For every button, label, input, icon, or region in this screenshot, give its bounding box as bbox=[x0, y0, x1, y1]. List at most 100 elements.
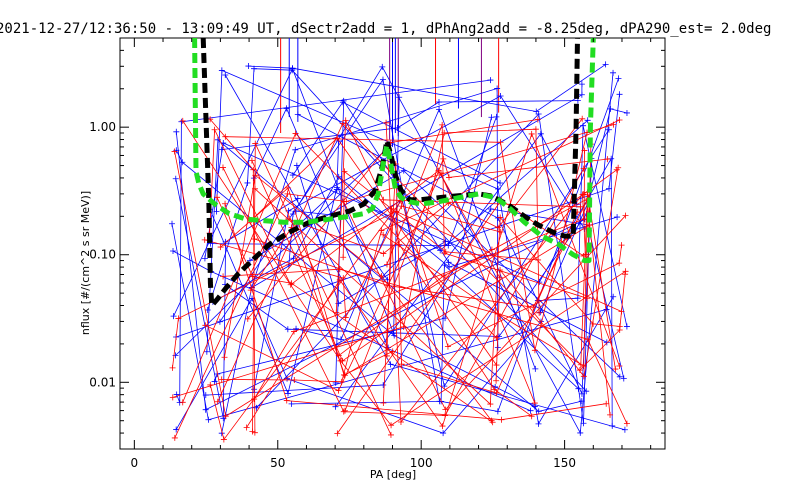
blue-trace-marker bbox=[442, 238, 449, 245]
blue-trace-marker bbox=[614, 214, 621, 221]
red-trace-marker bbox=[493, 334, 500, 341]
blue-trace-marker bbox=[251, 65, 258, 72]
red-trace-marker bbox=[493, 377, 500, 384]
blue-trace-marker bbox=[211, 378, 218, 385]
red-trace-marker bbox=[211, 126, 218, 133]
blue-trace-marker bbox=[532, 365, 539, 372]
red-trace-marker bbox=[244, 315, 251, 322]
blue-trace-marker bbox=[578, 390, 585, 397]
red-trace bbox=[172, 210, 622, 368]
blue-trace-marker bbox=[435, 99, 442, 106]
blue-trace-marker bbox=[527, 407, 534, 414]
red-trace-marker bbox=[179, 117, 186, 124]
red-trace-marker bbox=[493, 362, 500, 369]
red-trace bbox=[395, 182, 622, 348]
red-data-traces bbox=[169, 115, 630, 443]
blue-trace bbox=[175, 129, 610, 388]
red-trace-marker bbox=[218, 376, 225, 383]
red-trace-marker bbox=[495, 224, 502, 231]
red-trace-marker bbox=[491, 386, 498, 393]
red-trace-marker bbox=[222, 133, 229, 140]
blue-trace-marker bbox=[246, 257, 253, 264]
red-trace-marker bbox=[387, 431, 394, 438]
red-trace-marker bbox=[291, 376, 298, 383]
blue-trace bbox=[206, 138, 582, 412]
blue-trace-marker bbox=[497, 93, 504, 100]
blue-trace-marker bbox=[436, 106, 443, 113]
black-fit-curve bbox=[200, 38, 580, 308]
blue-trace-marker bbox=[574, 295, 581, 302]
red-trace-marker bbox=[396, 241, 403, 248]
red-trace-marker bbox=[528, 413, 535, 420]
red-trace-marker bbox=[343, 198, 350, 205]
red-trace-marker bbox=[250, 166, 257, 173]
red-trace-marker bbox=[616, 362, 623, 369]
red-trace-marker bbox=[342, 314, 349, 321]
blue-trace-marker bbox=[578, 398, 585, 405]
red-trace-marker bbox=[243, 424, 250, 431]
red-trace-marker bbox=[577, 361, 584, 368]
blue-trace-marker bbox=[610, 69, 617, 76]
red-trace-marker bbox=[439, 121, 446, 128]
blue-trace-marker bbox=[203, 348, 210, 355]
blue-trace-marker bbox=[580, 122, 587, 129]
blue-trace-marker bbox=[213, 208, 220, 215]
red-trace-marker bbox=[576, 367, 583, 374]
red-trace bbox=[222, 167, 585, 416]
blue-trace-marker bbox=[446, 264, 453, 271]
blue-trace bbox=[221, 100, 578, 150]
blue-trace-marker bbox=[218, 67, 225, 74]
y-axis-label: nflux [#/(cm^2 s sr MeV)] bbox=[79, 191, 92, 335]
blue-trace-marker bbox=[173, 426, 180, 433]
red-trace-marker bbox=[498, 416, 505, 423]
blue-trace-marker bbox=[621, 426, 628, 433]
red-trace-marker bbox=[532, 126, 539, 133]
red-trace-marker bbox=[383, 261, 390, 268]
blue-trace-marker bbox=[584, 117, 591, 124]
blue-trace-marker bbox=[537, 309, 544, 316]
y-tick-label: 0.01 bbox=[89, 375, 116, 389]
blue-trace bbox=[224, 213, 587, 337]
red-trace-marker bbox=[497, 229, 504, 236]
red-trace-marker bbox=[207, 381, 214, 388]
blue-trace-marker bbox=[487, 77, 494, 84]
blue-trace-marker bbox=[284, 326, 291, 333]
red-trace-marker bbox=[171, 148, 178, 155]
blue-trace-marker bbox=[289, 172, 296, 179]
red-trace bbox=[216, 197, 493, 423]
chart-title: 2021-12-27/12:36:50 - 13:09:49 UT, dSect… bbox=[0, 21, 771, 37]
blue-trace-marker bbox=[577, 429, 584, 436]
red-trace-marker bbox=[383, 352, 390, 359]
red-trace-marker bbox=[333, 309, 340, 316]
red-trace-marker bbox=[435, 167, 442, 174]
red-trace-marker bbox=[284, 190, 291, 197]
red-trace-marker bbox=[393, 208, 400, 215]
blue-trace-marker bbox=[615, 75, 622, 82]
blue-trace-marker bbox=[494, 85, 501, 92]
red-trace-marker bbox=[497, 266, 504, 273]
blue-trace-marker bbox=[487, 206, 494, 213]
blue-trace-marker bbox=[379, 63, 386, 70]
red-trace bbox=[174, 124, 614, 439]
red-trace-marker bbox=[291, 328, 298, 335]
blue-trace-marker bbox=[290, 255, 297, 262]
red-trace-marker bbox=[217, 244, 224, 251]
red-trace-marker bbox=[219, 164, 226, 171]
red-trace-marker bbox=[616, 326, 623, 333]
blue-trace-marker bbox=[339, 99, 346, 106]
blue-trace-marker bbox=[202, 406, 209, 413]
blue-trace-marker bbox=[288, 400, 295, 407]
green-fit-curve bbox=[192, 38, 596, 264]
red-trace-marker bbox=[618, 242, 625, 249]
x-tick-label: 0 bbox=[131, 456, 139, 470]
blue-trace-marker bbox=[494, 344, 501, 351]
blue-trace-marker bbox=[578, 81, 585, 88]
red-trace-marker bbox=[335, 352, 342, 359]
blue-trace-marker bbox=[533, 108, 540, 115]
blue-trace-marker bbox=[170, 247, 177, 254]
red-trace bbox=[205, 172, 536, 404]
blue-trace-marker bbox=[578, 91, 585, 98]
red-trace-marker bbox=[222, 200, 229, 207]
series-layer bbox=[192, 38, 596, 308]
